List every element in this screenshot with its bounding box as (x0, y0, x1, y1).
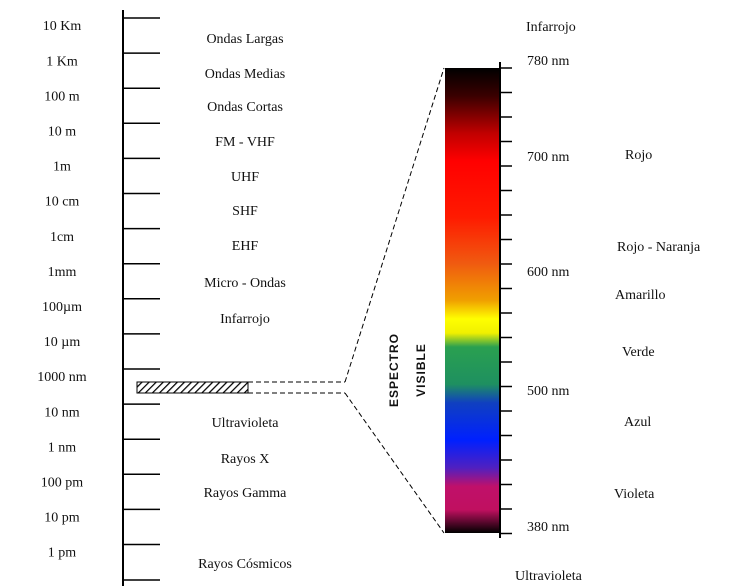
visible-spectrum-bar (445, 68, 500, 533)
band-label: Ondas Cortas (207, 100, 283, 115)
band-label: Micro - Ondas (204, 276, 286, 291)
color-label: Azul (624, 415, 651, 430)
band-label: Rayos Gamma (204, 486, 288, 501)
band-label: EHF (232, 239, 259, 254)
band-label: Ultravioleta (212, 416, 280, 431)
scale-label: 10 pm (44, 511, 80, 526)
spectrum-ticks (500, 67, 512, 535)
spectrum-bottom-label: Ultravioleta (515, 569, 583, 584)
color-label: Rojo - Naranja (617, 240, 701, 255)
scale-label: 1 Km (46, 54, 78, 69)
scale-label: 10 cm (45, 195, 80, 210)
color-label: Violeta (614, 487, 655, 502)
scale-label: 100µm (42, 300, 82, 315)
band-label: Rayos X (221, 452, 270, 467)
wavelength-label: 700 nm (527, 150, 570, 165)
band-label: Infarrojo (220, 312, 270, 327)
scale-label: 1 pm (48, 546, 77, 561)
band-label: SHF (232, 204, 258, 219)
wavelength-label: 380 nm (527, 520, 570, 535)
band-label: UHF (231, 170, 259, 185)
scale-label: 100 m (44, 89, 80, 104)
scale-label: 1m (53, 160, 71, 175)
band-label: Rayos Cósmicos (198, 557, 292, 572)
scale-label: 100 pm (41, 476, 84, 491)
color-label: Rojo (625, 148, 652, 163)
visible-title: VISIBLE (414, 343, 428, 397)
scale-label: 10 nm (44, 405, 80, 420)
band-label: Ondas Largas (206, 32, 283, 47)
wavelength-label: 780 nm (527, 54, 570, 69)
scale-label: 1cm (50, 230, 74, 245)
spectrum-top-label: Infarrojo (526, 20, 576, 35)
wavelength-label: 600 nm (527, 265, 570, 280)
zoom-lines (248, 67, 445, 534)
scale-label: 10 µm (44, 335, 81, 350)
scale-label: 1mm (48, 265, 77, 280)
color-label: Verde (622, 345, 655, 360)
scale-label: 10 Km (43, 19, 82, 34)
scale-label: 1000 nm (37, 370, 87, 385)
wavelength-scale: 10 Km 1 Km 100 m 10 m 1m 10 cm 1cm 1mm 100µm 10 µ… (37, 10, 160, 586)
visible-band (136, 381, 249, 394)
scale-label: 1 nm (48, 440, 77, 455)
band-label: Ondas Medias (205, 67, 286, 82)
color-label: Amarillo (615, 288, 666, 303)
wavelength-label: 500 nm (527, 384, 570, 399)
visible-title: ESPECTRO (387, 333, 401, 407)
scale-label: 10 m (48, 125, 77, 140)
band-label: FM - VHF (215, 135, 275, 150)
